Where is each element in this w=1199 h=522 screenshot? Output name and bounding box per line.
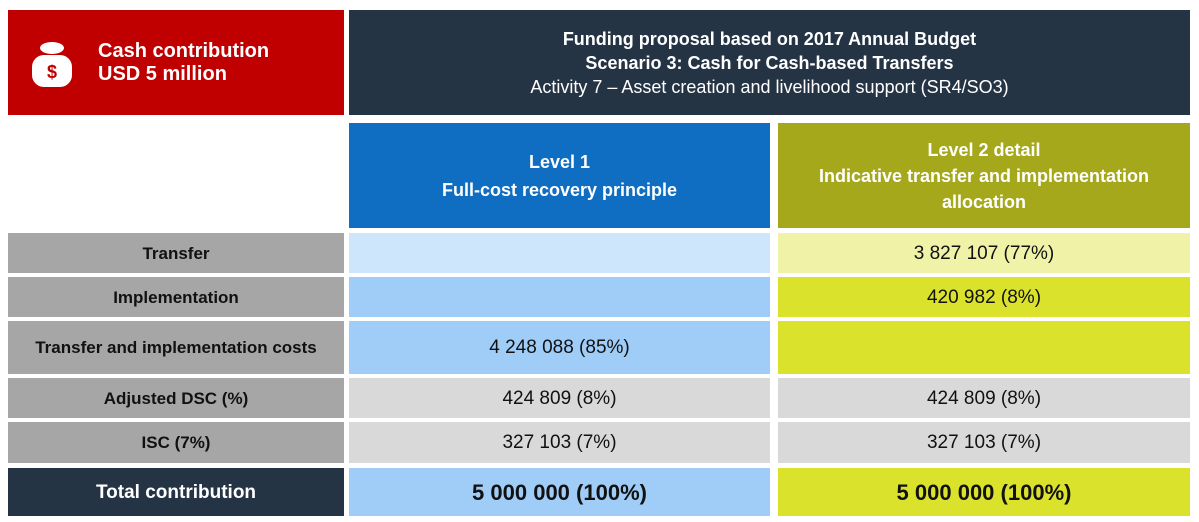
level2-cell: 5 000 000 (100%) xyxy=(778,468,1190,516)
level2-cell: 327 103 (7%) xyxy=(778,422,1190,463)
title-line: Funding proposal based on 2017 Annual Bu… xyxy=(562,28,977,49)
row-label: Implementation xyxy=(8,277,344,317)
money-bag-icon: $ xyxy=(32,42,72,87)
level2-header: Level 2 detail Indicative transfer and i… xyxy=(778,123,1190,228)
contribution-title: Cash contribution xyxy=(98,39,270,62)
column-line: Full-cost recovery principle xyxy=(441,179,678,200)
level1-cell: 5 000 000 (100%) xyxy=(349,468,770,516)
level1-cell xyxy=(349,277,770,317)
column-line: Indicative transfer and implementation a… xyxy=(818,165,1150,212)
svg-text:$: $ xyxy=(47,62,57,82)
column-line: Level 2 detail xyxy=(927,139,1041,160)
level2-cell: 420 982 (8%) xyxy=(778,277,1190,317)
contribution-box: $ Cash contribution USD 5 million xyxy=(8,10,344,115)
row-label: Total contribution xyxy=(8,468,344,516)
level1-cell: 424 809 (8%) xyxy=(349,378,770,418)
column-line: Level 1 xyxy=(528,151,591,172)
level2-cell xyxy=(778,321,1190,374)
subtitle: Activity 7 – Asset creation and liveliho… xyxy=(530,76,1009,97)
level1-cell: 327 103 (7%) xyxy=(349,422,770,463)
level1-header: Level 1 Full-cost recovery principle xyxy=(349,123,770,228)
title-line: Scenario 3: Cash for Cash-based Transfer… xyxy=(585,52,954,73)
contribution-amount: USD 5 million xyxy=(98,62,227,85)
level2-cell: 3 827 107 (77%) xyxy=(778,233,1190,273)
row-label: ISC (7%) xyxy=(8,422,344,463)
level2-cell: 424 809 (8%) xyxy=(778,378,1190,418)
level1-cell: 4 248 088 (85%) xyxy=(349,321,770,374)
row-label: Transfer xyxy=(8,233,344,273)
row-label: Transfer and implementation costs xyxy=(8,321,344,374)
level1-cell xyxy=(349,233,770,273)
title-box: Funding proposal based on 2017 Annual Bu… xyxy=(349,10,1190,115)
row-label: Adjusted DSC (%) xyxy=(8,378,344,418)
